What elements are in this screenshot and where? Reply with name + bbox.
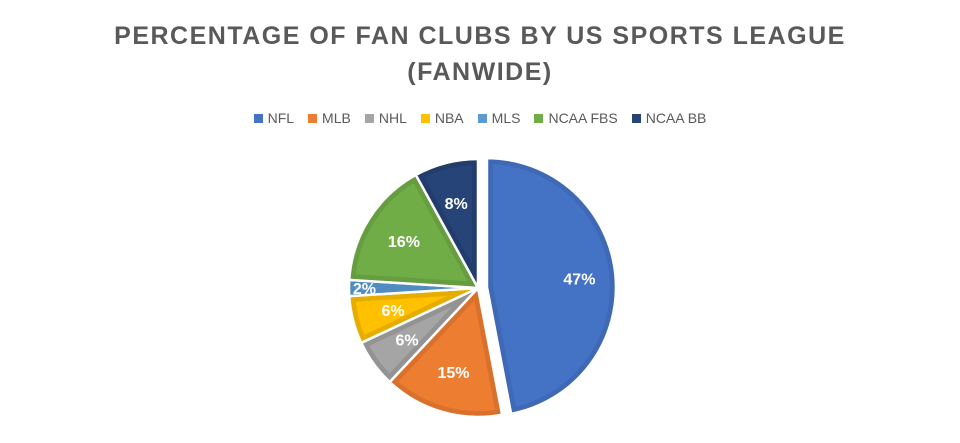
slice-mlb: 15%	[388, 286, 504, 419]
legend-item-nfl: NFL	[253, 110, 295, 126]
legend-swatch	[308, 113, 318, 123]
legend-swatch	[253, 113, 263, 123]
legend-label: NHL	[378, 110, 407, 126]
legend-label: NCAA FBS	[548, 110, 618, 126]
legend-swatch	[534, 113, 544, 123]
data-label: 6%	[381, 303, 404, 320]
legend-item-ncaa-bb: NCAA BB	[631, 110, 707, 126]
legend-swatch	[631, 113, 641, 123]
slice-outline	[348, 173, 480, 290]
data-label: 16%	[388, 234, 420, 251]
legend-swatch	[420, 113, 430, 123]
data-label: 6%	[395, 333, 418, 350]
slice-ncaa-fbs: 16%	[348, 173, 480, 290]
legend-swatch	[477, 113, 487, 123]
slice-nfl: 47%	[485, 156, 618, 416]
legend-label: NCAA BB	[645, 110, 707, 126]
data-label: 8%	[445, 196, 468, 213]
slice-outline	[388, 286, 504, 419]
legend-label: MLS	[491, 110, 521, 126]
legend-item-mlb: MLB	[308, 110, 351, 126]
slice-shape	[486, 158, 616, 414]
data-label: 15%	[438, 365, 470, 382]
data-label: 47%	[563, 271, 595, 288]
slice-ncaa-bb: 8%	[414, 157, 480, 290]
legend-item-mls: MLS	[477, 110, 521, 126]
legend-label: NBA	[434, 110, 464, 126]
legend-label: NFL	[267, 110, 295, 126]
chart-title-line-1: PERCENTAGE OF FAN CLUBS BY US SPORTS LEA…	[114, 22, 846, 50]
legend-item-ncaa-fbs: NCAA FBS	[534, 110, 618, 126]
chart-title-line-2: (FANWIDE)	[407, 58, 553, 86]
legend: NFL MLB NHL NBA MLS NCAA FBS NCAA BB	[0, 110, 960, 126]
legend-swatch	[364, 113, 374, 123]
legend-label: MLB	[322, 110, 351, 126]
legend-item-nba: NBA	[420, 110, 464, 126]
data-label: 2%	[353, 281, 376, 298]
slice-outline	[414, 157, 480, 290]
legend-item-nhl: NHL	[364, 110, 407, 126]
slice-outline	[485, 156, 618, 416]
